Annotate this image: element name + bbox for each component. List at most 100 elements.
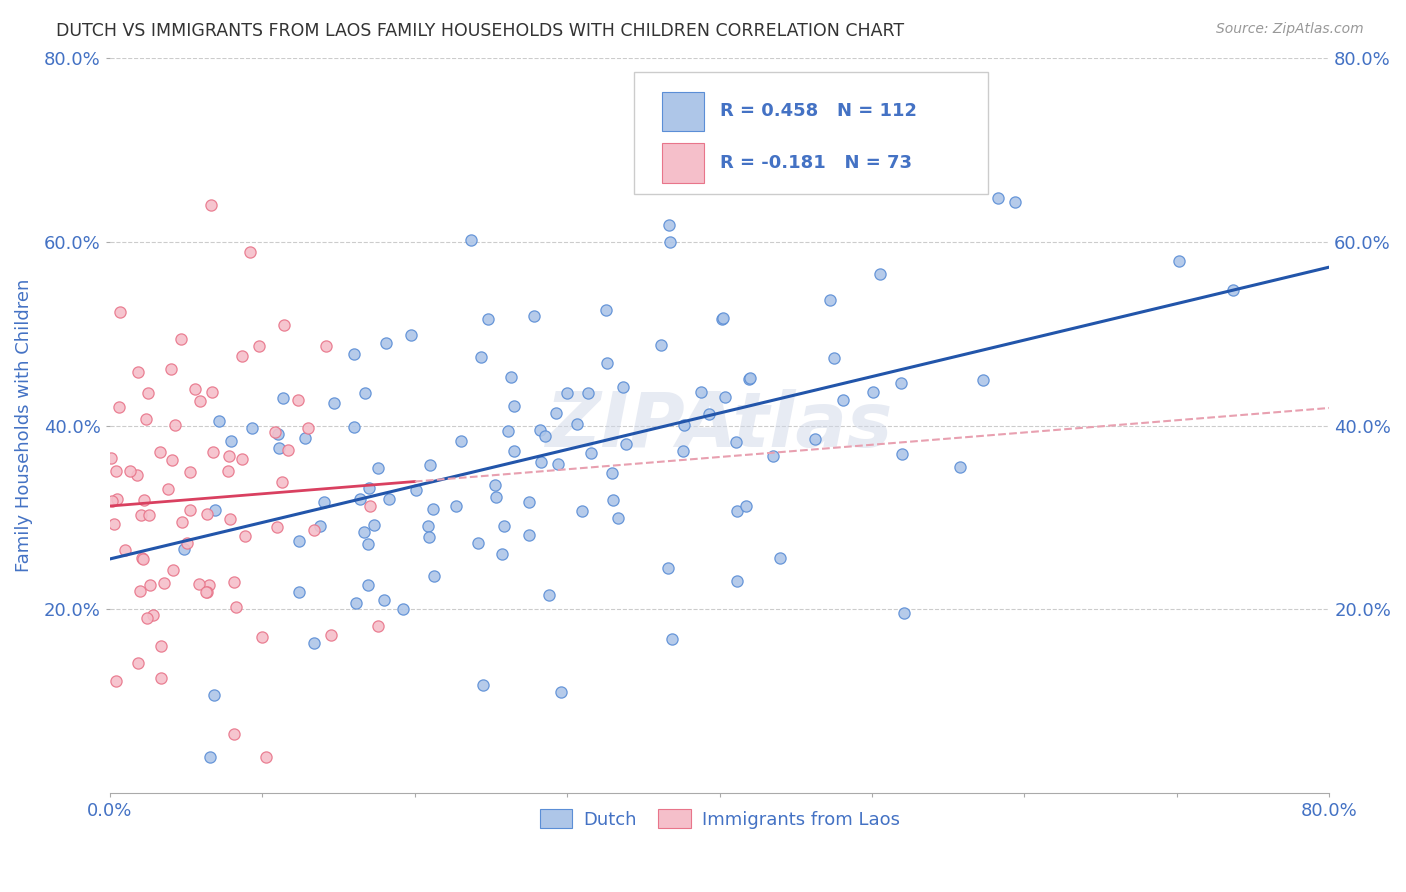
Point (125, 468, 148, 483)
Point (470, 350, 492, 364)
Y-axis label: Family Households with Children: Family Households with Children (15, 279, 32, 572)
Point (218, 449, 240, 463)
Point (219, 434, 242, 448)
Point (657, 561, 679, 575)
Point (547, 457, 569, 471)
Point (319, 628, 342, 642)
Point (485, 491, 508, 505)
Point (738, 372, 761, 386)
Point (578, 385, 600, 400)
Point (375, 336, 398, 351)
Point (225, 600, 247, 615)
Point (142, 608, 165, 623)
Point (711, 312, 734, 326)
Point (266, 519, 288, 533)
Point (579, 446, 602, 460)
Point (890, 376, 912, 391)
Point (129, 508, 152, 522)
Point (823, 351, 845, 365)
Point (271, 391, 294, 405)
Point (217, 465, 239, 479)
Point (418, 519, 440, 533)
Point (201, 384, 224, 399)
Point (659, 235, 682, 250)
Point (323, 396, 346, 410)
Point (104, 464, 127, 478)
Point (349, 491, 371, 506)
Point (131, 550, 153, 565)
Point (127, 365, 149, 379)
Point (139, 578, 162, 592)
Point (373, 593, 395, 607)
Point (287, 533, 309, 548)
Point (188, 577, 211, 591)
Point (503, 400, 526, 414)
Point (162, 563, 184, 577)
Point (176, 535, 198, 549)
Point (1168, 253, 1191, 268)
Point (152, 576, 174, 591)
Point (188, 394, 211, 409)
Point (170, 516, 193, 530)
Point (103, 517, 125, 532)
Point (492, 519, 515, 533)
Point (197, 578, 219, 592)
FancyBboxPatch shape (662, 92, 704, 131)
Point (769, 550, 792, 565)
Point (249, 339, 271, 353)
Point (550, 685, 572, 699)
Point (869, 267, 891, 281)
Point (530, 455, 553, 469)
Point (862, 385, 884, 400)
Point (277, 442, 299, 457)
Point (179, 503, 201, 517)
Point (287, 393, 309, 408)
Point (344, 596, 367, 610)
Point (269, 441, 291, 455)
Point (195, 507, 218, 521)
Point (222, 727, 245, 741)
Point (419, 458, 441, 472)
Point (661, 632, 683, 646)
Point (138, 508, 160, 522)
Point (422, 501, 444, 516)
Point (491, 547, 513, 561)
Text: R = 0.458   N = 112: R = 0.458 N = 112 (720, 103, 917, 120)
Point (135, 411, 157, 425)
Point (231, 350, 253, 364)
Point (367, 461, 389, 475)
Point (1222, 284, 1244, 298)
Point (357, 578, 380, 592)
Point (650, 338, 672, 352)
Point (471, 678, 494, 692)
Point (127, 656, 149, 670)
Point (484, 478, 506, 492)
Point (173, 541, 195, 556)
Point (517, 494, 540, 508)
Point (200, 198, 222, 212)
Point (534, 428, 557, 442)
Point (218, 512, 240, 526)
Point (294, 431, 316, 445)
Point (202, 688, 225, 702)
Point (725, 435, 748, 450)
Point (288, 584, 311, 599)
Point (450, 434, 472, 449)
Point (762, 449, 785, 463)
Point (114, 543, 136, 558)
Point (972, 373, 994, 387)
Text: R = -0.181   N = 73: R = -0.181 N = 73 (720, 154, 911, 172)
Point (804, 433, 827, 447)
Point (690, 384, 713, 399)
Point (367, 619, 389, 633)
Point (818, 293, 841, 307)
Point (353, 524, 375, 539)
Point (222, 574, 245, 589)
Point (156, 482, 179, 496)
Point (392, 601, 415, 615)
Point (170, 333, 193, 347)
Point (363, 518, 385, 533)
Point (502, 444, 524, 458)
Point (529, 423, 551, 437)
Point (606, 511, 628, 525)
